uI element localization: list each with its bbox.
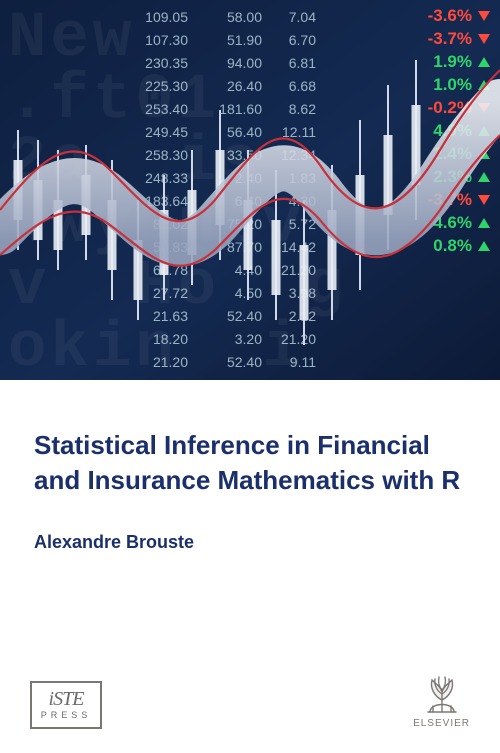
- ticker-column: 109.05107.30230.35225.30253.40249.45258.…: [132, 0, 188, 380]
- ticker-value: 82.02: [132, 213, 188, 236]
- cover-lower: Statistical Inference in Financial and I…: [0, 380, 500, 753]
- iste-press-logo: iSTE PRESS: [30, 681, 102, 729]
- ticker-value: 249.45: [132, 121, 188, 144]
- ticker-value: 6.68: [260, 75, 316, 98]
- book-title: Statistical Inference in Financial and I…: [34, 428, 466, 498]
- pct-value: 4.6%: [433, 211, 472, 234]
- ticker-value: 12.11: [260, 121, 316, 144]
- arrow-down-icon: [478, 103, 490, 113]
- ticker-value: 12.34: [260, 144, 316, 167]
- pct-value: -3.7%: [428, 188, 472, 211]
- arrow-up-icon: [478, 126, 490, 136]
- iste-logo-text: iSTE: [49, 690, 84, 708]
- ticker-column: 7.046.706.816.688.6212.1112.341.834.305.…: [260, 0, 316, 380]
- pct-row: -0.2%: [428, 96, 490, 119]
- ticker-value: 181.60: [206, 98, 262, 121]
- ticker-value: 109.05: [132, 6, 188, 29]
- ticker-value: 4.40: [206, 259, 262, 282]
- ticker-value: 94.00: [206, 52, 262, 75]
- ticker-value: 21.20: [260, 328, 316, 351]
- pct-row: 0.8%: [428, 234, 490, 257]
- pct-row: -3.6%: [428, 4, 490, 27]
- pct-row: 2.3%: [428, 165, 490, 188]
- pct-row: 2.4%: [428, 142, 490, 165]
- pct-value: 2.3%: [433, 165, 472, 188]
- ticker-value: 225.30: [132, 75, 188, 98]
- arrow-down-icon: [478, 11, 490, 21]
- ticker-value: 230.35: [132, 52, 188, 75]
- ticker-value: 6.70: [260, 29, 316, 52]
- ticker-value: 52.40: [206, 351, 262, 374]
- pct-row: -3.7%: [428, 27, 490, 50]
- percent-change-column: -3.6%-3.7%1.9%1.0%-0.2%4.9%2.4%2.3%-3.7%…: [428, 4, 490, 257]
- ticker-value: 9.11: [260, 351, 316, 374]
- ticker-value: 107.30: [132, 29, 188, 52]
- arrow-up-icon: [478, 80, 490, 90]
- pct-value: 1.0%: [433, 73, 472, 96]
- pct-row: -3.7%: [428, 188, 490, 211]
- ticker-value: 253.40: [132, 98, 188, 121]
- ticker-value: 183.64: [132, 190, 188, 213]
- elsevier-logo-text: ELSEVIER: [413, 718, 470, 729]
- arrow-up-icon: [478, 57, 490, 67]
- ticker-value: 4.50: [206, 282, 262, 305]
- ticker-value: 87.70: [206, 236, 262, 259]
- ticker-value: 21.20: [260, 259, 316, 282]
- ticker-value: 52.40: [206, 305, 262, 328]
- ticker-value: 33.50: [206, 144, 262, 167]
- publisher-logos: iSTE PRESS EL: [0, 670, 500, 729]
- arrow-up-icon: [478, 172, 490, 182]
- iste-logo-subtext: PRESS: [41, 710, 92, 720]
- book-author: Alexandre Brouste: [34, 532, 466, 553]
- ticker-value: 18.20: [132, 328, 188, 351]
- ticker-value: 51.90: [206, 29, 262, 52]
- ticker-value: 3.98: [260, 282, 316, 305]
- ticker-value: 56.40: [206, 121, 262, 144]
- pct-value: -0.2%: [428, 96, 472, 119]
- ticker-value: 60.78: [132, 259, 188, 282]
- book-cover: New .ft01 2a is wwydntv v Ho g okin i 10…: [0, 0, 500, 753]
- ticker-value: 21.63: [132, 305, 188, 328]
- pct-value: 4.9%: [433, 119, 472, 142]
- ticker-value: 14.42: [260, 236, 316, 259]
- ticker-value: 3.20: [206, 328, 262, 351]
- ticker-value: 26.40: [206, 75, 262, 98]
- pct-value: -3.6%: [428, 4, 472, 27]
- pct-row: 1.0%: [428, 73, 490, 96]
- ticker-value: 6.40: [206, 190, 262, 213]
- arrow-up-icon: [478, 241, 490, 251]
- ticker-value: 1.83: [260, 167, 316, 190]
- pct-row: 4.6%: [428, 211, 490, 234]
- elsevier-tree-icon: [420, 670, 464, 714]
- ticker-value: 75.20: [206, 213, 262, 236]
- ticker-value: 7.04: [260, 6, 316, 29]
- ticker-value: 2.40: [206, 167, 262, 190]
- arrow-up-icon: [478, 218, 490, 228]
- pct-row: 1.9%: [428, 50, 490, 73]
- ticker-value: 6.81: [260, 52, 316, 75]
- ticker-value: 21.20: [132, 351, 188, 374]
- arrow-down-icon: [478, 195, 490, 205]
- ticker-value: 56.83: [132, 236, 188, 259]
- ticker-value: 258.30: [132, 144, 188, 167]
- ticker-value: 5.72: [260, 213, 316, 236]
- cover-hero: New .ft01 2a is wwydntv v Ho g okin i 10…: [0, 0, 500, 380]
- pct-value: -3.7%: [428, 27, 472, 50]
- pct-value: 0.8%: [433, 234, 472, 257]
- ticker-column: 58.0051.9094.0026.40181.6056.4033.502.40…: [206, 0, 262, 380]
- pct-row: 4.9%: [428, 119, 490, 142]
- elsevier-logo: ELSEVIER: [413, 670, 470, 729]
- ticker-value: 58.00: [206, 6, 262, 29]
- arrow-down-icon: [478, 34, 490, 44]
- pct-value: 1.9%: [433, 50, 472, 73]
- arrow-up-icon: [478, 149, 490, 159]
- ticker-value: 2.12: [260, 305, 316, 328]
- ticker-value: 4.30: [260, 190, 316, 213]
- ticker-value: 27.72: [132, 282, 188, 305]
- ticker-value: 248.33: [132, 167, 188, 190]
- ticker-value: 8.62: [260, 98, 316, 121]
- pct-value: 2.4%: [433, 142, 472, 165]
